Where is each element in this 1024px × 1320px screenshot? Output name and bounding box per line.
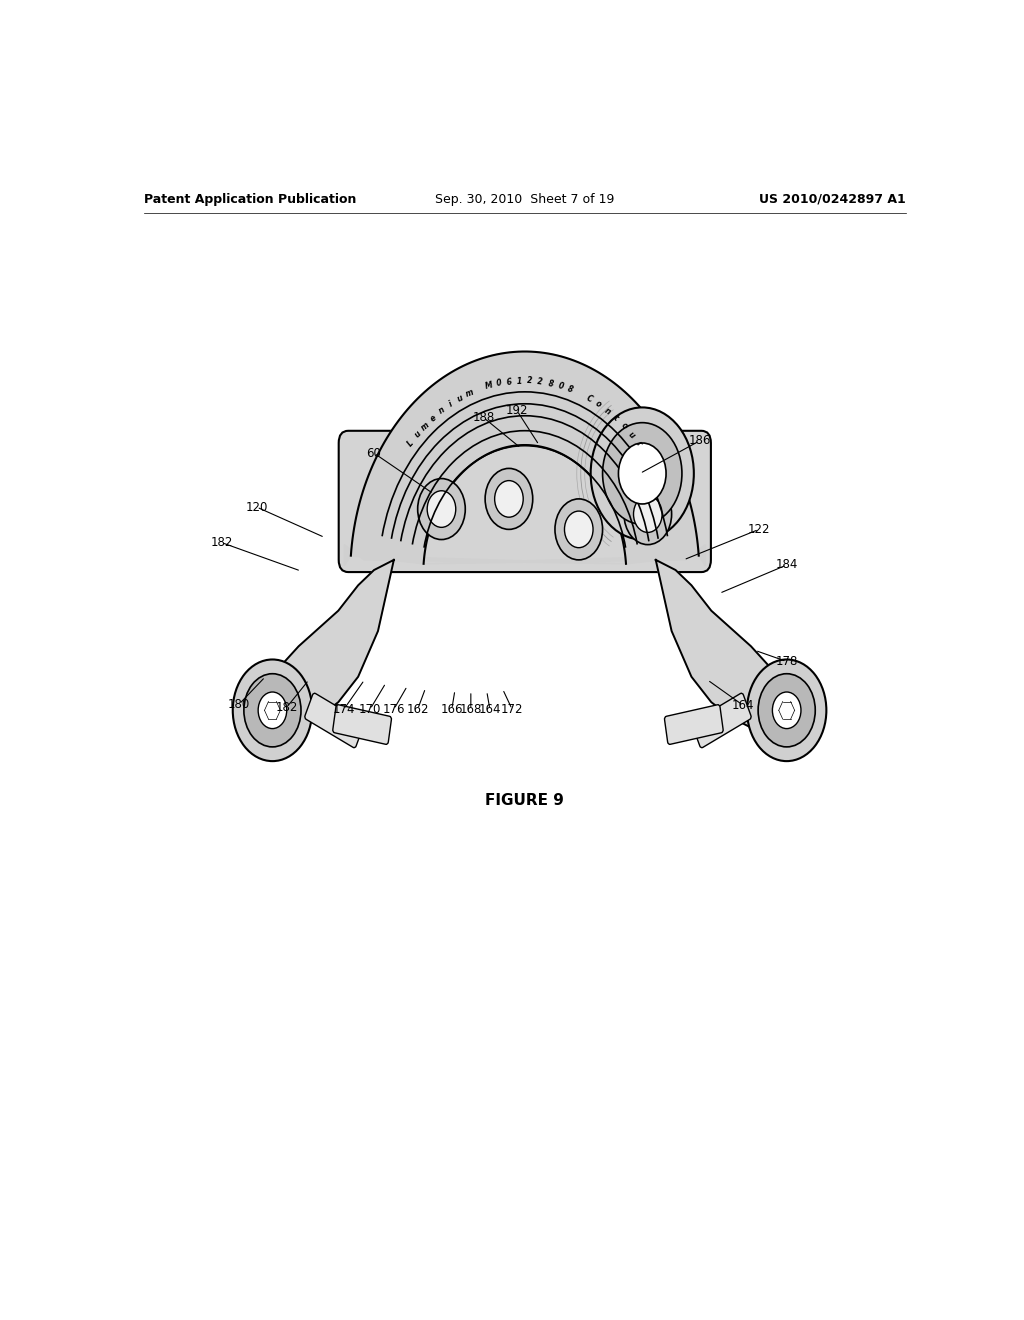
Polygon shape	[243, 560, 394, 727]
Text: o: o	[594, 399, 603, 409]
Text: 166: 166	[440, 702, 463, 715]
Text: m: m	[464, 388, 475, 400]
Text: m: m	[420, 420, 431, 432]
FancyBboxPatch shape	[339, 430, 711, 572]
Text: u: u	[413, 429, 423, 440]
Circle shape	[427, 491, 456, 528]
Circle shape	[495, 480, 523, 517]
Text: 182: 182	[275, 701, 298, 714]
Circle shape	[758, 673, 815, 747]
FancyBboxPatch shape	[333, 705, 391, 744]
Text: 8: 8	[547, 379, 554, 388]
Text: i: i	[447, 400, 455, 409]
Text: 170: 170	[358, 702, 381, 715]
Circle shape	[555, 499, 602, 560]
Text: 188: 188	[472, 411, 495, 424]
Text: n: n	[603, 405, 612, 416]
Text: 172: 172	[501, 702, 523, 715]
Circle shape	[618, 444, 666, 504]
Text: C: C	[585, 393, 594, 404]
FancyBboxPatch shape	[665, 705, 723, 744]
Text: 2: 2	[527, 376, 532, 385]
Text: Patent Application Publication: Patent Application Publication	[143, 193, 356, 206]
Text: t: t	[612, 413, 621, 422]
Text: u: u	[627, 429, 637, 440]
Text: 180: 180	[228, 698, 250, 710]
Text: M: M	[484, 381, 494, 391]
Circle shape	[772, 692, 801, 729]
Text: 184: 184	[775, 558, 798, 572]
Text: 164: 164	[732, 698, 755, 711]
Polygon shape	[424, 545, 706, 566]
Text: L: L	[406, 440, 416, 449]
Polygon shape	[351, 351, 698, 564]
Circle shape	[564, 511, 593, 548]
Text: 174: 174	[333, 702, 355, 715]
Text: 2: 2	[538, 378, 543, 387]
Circle shape	[485, 469, 532, 529]
Text: 6: 6	[507, 378, 512, 387]
Text: 1: 1	[517, 376, 522, 385]
Circle shape	[748, 660, 826, 762]
Text: 178: 178	[775, 655, 798, 668]
Text: Sep. 30, 2010  Sheet 7 of 19: Sep. 30, 2010 Sheet 7 of 19	[435, 193, 614, 206]
Circle shape	[418, 479, 465, 540]
Text: 120: 120	[246, 500, 267, 513]
Text: 168: 168	[460, 702, 482, 715]
Text: r: r	[634, 440, 643, 449]
Text: 122: 122	[748, 523, 770, 536]
Circle shape	[591, 408, 694, 540]
Text: o: o	[620, 421, 629, 432]
Text: n: n	[437, 405, 446, 416]
Text: US 2010/0242897 A1: US 2010/0242897 A1	[759, 193, 905, 206]
Text: 162: 162	[407, 702, 429, 715]
FancyBboxPatch shape	[692, 693, 752, 747]
Circle shape	[624, 483, 672, 545]
Text: 8: 8	[566, 384, 574, 395]
Text: 186: 186	[688, 434, 711, 447]
FancyBboxPatch shape	[305, 693, 364, 747]
Text: 0: 0	[557, 381, 564, 391]
Circle shape	[232, 660, 312, 762]
Text: u: u	[456, 393, 465, 404]
Text: e: e	[429, 413, 438, 424]
Text: 0: 0	[496, 379, 503, 388]
Text: 60: 60	[367, 446, 382, 459]
Text: 192: 192	[506, 404, 528, 417]
Text: 176: 176	[383, 702, 406, 715]
Text: FIGURE 9: FIGURE 9	[485, 793, 564, 808]
Polygon shape	[655, 560, 807, 727]
Polygon shape	[344, 545, 626, 566]
Text: 182: 182	[211, 536, 232, 549]
Circle shape	[258, 692, 287, 729]
Circle shape	[602, 422, 682, 524]
Circle shape	[244, 673, 301, 747]
Circle shape	[634, 496, 663, 532]
Text: 164: 164	[478, 702, 501, 715]
